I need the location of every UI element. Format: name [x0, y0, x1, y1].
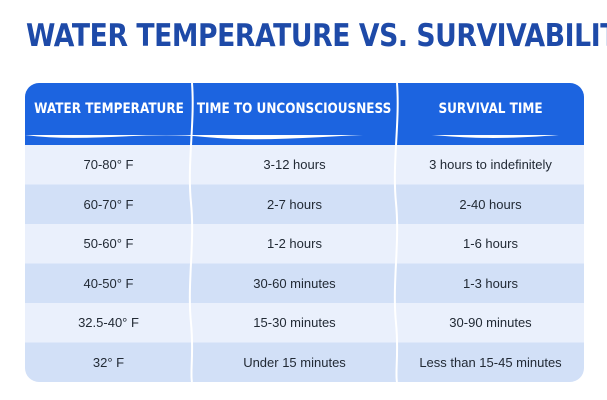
row-band — [25, 184, 584, 225]
table-cell: 32.5-40° F — [78, 315, 139, 331]
header-wave — [25, 133, 584, 145]
survival-table: WATER TEMPERATURE TIME TO UNCONSCIOUSNESS… — [25, 83, 584, 382]
table-cell: 1-6 hours — [463, 236, 518, 252]
row-band — [25, 263, 584, 304]
header-band — [25, 83, 584, 135]
row-band — [25, 145, 584, 185]
column-header: WATER TEMPERATURE — [33, 101, 184, 117]
row-band — [25, 342, 584, 382]
table-cell: Less than 15-45 minutes — [419, 354, 562, 370]
row-band — [25, 303, 584, 343]
table-cell: 60-70° F — [83, 196, 134, 212]
table-cell: 3 hours to indefinitely — [429, 157, 552, 173]
column-header: TIME TO UNCONSCIOUSNESS — [197, 101, 392, 117]
table-cell: 1-3 hours — [463, 275, 518, 291]
table-cell: 40-50° F — [83, 275, 134, 291]
row-bands — [25, 145, 584, 382]
table-background — [25, 83, 584, 382]
table-cell: 30-90 minutes — [449, 315, 532, 331]
table-cell: 1-2 hours — [267, 236, 322, 252]
table-cell: 2-40 hours — [459, 196, 522, 212]
table-cell: 30-60 minutes — [253, 275, 336, 291]
table-cell: 70-80° F — [83, 157, 134, 173]
table-cell: Under 15 minutes — [243, 354, 346, 370]
page-title: WATER TEMPERATURE VS. SURVIVABILITY — [26, 18, 607, 54]
table-cell: 32° F — [92, 354, 125, 370]
column-header: SURVIVAL TIME — [438, 101, 543, 117]
table-cell: 2-7 hours — [267, 196, 322, 212]
table-cell: 50-60° F — [83, 236, 134, 252]
table-cell: 15-30 minutes — [253, 315, 336, 331]
table-cell: 3-12 hours — [263, 157, 326, 173]
row-band — [25, 224, 584, 264]
